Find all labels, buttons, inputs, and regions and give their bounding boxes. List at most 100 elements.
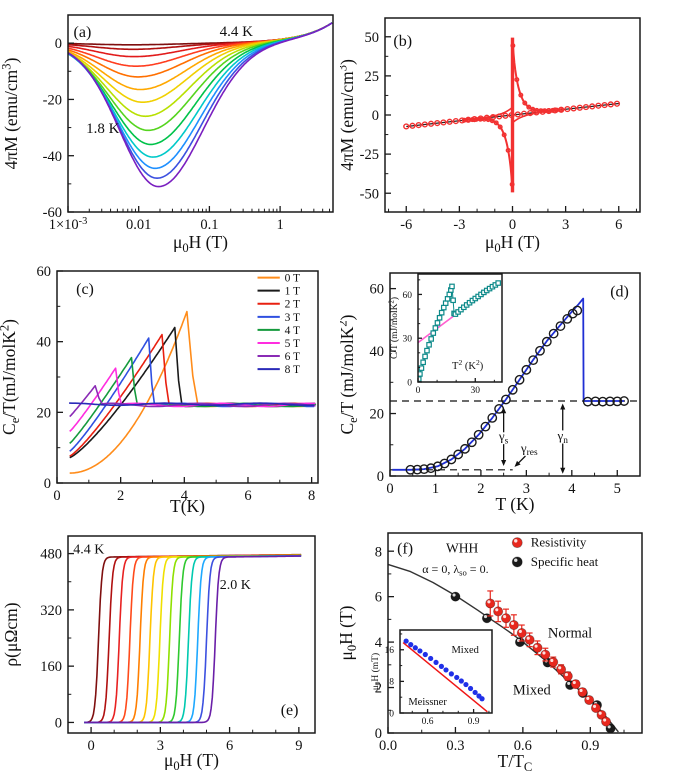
axis-ticks: 0.0 0.3 0.6 0.9 0 2 4 6 8 <box>375 544 625 754</box>
series-hc1-data <box>403 638 485 702</box>
series-layer <box>67 22 333 188</box>
svg-text:320: 320 <box>40 603 62 619</box>
svg-text:3 T: 3 T <box>285 312 300 324</box>
svg-text:20: 20 <box>370 407 385 423</box>
series-2.0-k <box>84 555 302 724</box>
axis-ticks: 0 2 4 6 8 0 20 40 60 <box>37 264 316 504</box>
svg-text:4: 4 <box>375 635 383 651</box>
svg-text:6 T: 6 T <box>285 351 300 363</box>
panel-a-magnetization-vs-field: 1×10-3 0.01 0.1 1 0 -20 -40 -60 (a) 4.4 K 1.8 K μ0H… <box>0 0 340 258</box>
svg-text:5: 5 <box>614 481 621 497</box>
svg-text:0: 0 <box>377 469 384 485</box>
svg-text:Normal: Normal <box>548 626 592 642</box>
svg-text:μ0H (T): μ0H (T) <box>340 605 359 660</box>
series-8-t <box>69 402 315 407</box>
svg-text:T(K): T(K) <box>170 496 205 516</box>
svg-text:0: 0 <box>55 716 62 732</box>
svg-text:0.6: 0.6 <box>422 717 434 727</box>
axes-box <box>67 14 334 213</box>
axes-box <box>67 535 316 734</box>
svg-text:3: 3 <box>157 738 164 754</box>
svg-text:25: 25 <box>365 69 380 85</box>
svg-text:T/TC: T/TC <box>498 751 533 774</box>
svg-text:3: 3 <box>523 481 530 497</box>
svg-text:40: 40 <box>370 344 385 360</box>
svg-text:γres: γres <box>520 440 538 458</box>
svg-text:Specific heat: Specific heat <box>531 554 599 569</box>
svg-text:0: 0 <box>407 378 412 388</box>
chart-f: 0.0 0.3 0.6 0.9 0 2 4 6 8 (f) WHH α = 0, λso = 0. No… <box>340 532 643 774</box>
svg-text:-20: -20 <box>43 93 62 109</box>
svg-text:1: 1 <box>276 217 283 233</box>
svg-text:(f): (f) <box>397 540 413 557</box>
axes-box <box>389 272 641 477</box>
svg-text:4πM (emu/cm3): 4πM (emu/cm3) <box>340 59 357 171</box>
svg-text:WHH: WHH <box>446 540 478 555</box>
svg-text:60: 60 <box>37 264 52 280</box>
axes-box <box>399 629 493 714</box>
svg-text:ρ(μΩcm): ρ(μΩcm) <box>1 602 21 666</box>
svg-text:-6: -6 <box>400 217 412 233</box>
axis-ticks: 0 30 0 30 60 <box>403 279 495 396</box>
series-1.8-k <box>67 22 333 188</box>
axes-box <box>417 273 503 383</box>
series-bcs-fit <box>392 297 625 471</box>
series-m-h-hysteresis-loop <box>403 37 621 193</box>
chart-c: 0 2 4 6 8 0 20 40 60 (c) 0 T1 T2 T3 T4 T5 T6 T8 T T… <box>0 264 319 516</box>
svg-text:0: 0 <box>416 386 421 396</box>
svg-text:4 T: 4 T <box>285 325 300 337</box>
svg-text:0.9: 0.9 <box>581 738 599 754</box>
svg-text:μ0H (T): μ0H (T) <box>485 232 540 255</box>
svg-text:0.0: 0.0 <box>379 738 397 754</box>
svg-text:(e): (e) <box>281 702 299 719</box>
svg-text:1 T: 1 T <box>285 286 300 298</box>
axis-ticks: 0.6 0.9 0 8 16 <box>385 633 490 727</box>
svg-text:0: 0 <box>372 108 379 124</box>
svg-text:0: 0 <box>55 36 62 52</box>
svg-text:4: 4 <box>568 481 576 497</box>
series-layer <box>84 553 302 724</box>
series-layer <box>69 310 317 474</box>
chart-e: 0 3 6 9 0 160 320 480 (e) 4.4 K 2.0 K μ0H (T) ρ(μΩcm… <box>1 535 316 773</box>
svg-text:8 T: 8 T <box>285 364 300 376</box>
svg-text:γs: γs <box>498 429 509 447</box>
svg-text:C/T (mJ/molK2): C/T (mJ/molK2) <box>389 297 400 359</box>
svg-text:480: 480 <box>40 547 62 563</box>
svg-text:0.6: 0.6 <box>514 738 532 754</box>
svg-text:160: 160 <box>40 659 62 675</box>
legend: Resistivity Specific heat <box>511 535 599 569</box>
svg-text:4.4 K: 4.4 K <box>73 543 104 558</box>
svg-text:Mixed: Mixed <box>513 682 552 698</box>
svg-text:2: 2 <box>117 488 124 504</box>
svg-text:8: 8 <box>389 678 394 688</box>
svg-text:(b): (b) <box>393 33 412 50</box>
svg-text:Ce/T (mJ/molK2): Ce/T (mJ/molK2) <box>340 314 360 434</box>
svg-text:(a): (a) <box>74 24 92 41</box>
svg-text:8: 8 <box>308 488 315 504</box>
svg-text:60: 60 <box>370 282 385 298</box>
svg-text:6: 6 <box>375 590 382 606</box>
series-layer <box>403 37 621 193</box>
axes-box <box>387 532 643 734</box>
svg-text:4: 4 <box>181 488 189 504</box>
svg-text:-50: -50 <box>360 186 379 202</box>
svg-text:μ0H (mT): μ0H (mT) <box>370 653 382 690</box>
svg-text:0.3: 0.3 <box>446 738 464 754</box>
svg-text:6: 6 <box>615 217 622 233</box>
svg-text:20: 20 <box>37 405 52 421</box>
svg-text:0: 0 <box>386 481 393 497</box>
svg-text:T2 (K2): T2 (K2) <box>452 358 484 372</box>
series-layer <box>417 280 501 382</box>
svg-text:30: 30 <box>403 335 413 345</box>
svg-text:0.1: 0.1 <box>200 217 218 233</box>
chart-b: -6 -3 0 3 6 -50 -25 0 25 50 (b) μ0H (T) 4πM (emu/cm3… <box>340 17 641 255</box>
svg-text:8: 8 <box>375 544 382 560</box>
svg-text:1.8 K: 1.8 K <box>86 121 120 137</box>
svg-text:0.9: 0.9 <box>468 717 480 727</box>
svg-text:30: 30 <box>471 386 481 396</box>
svg-text:0: 0 <box>87 738 94 754</box>
svg-text:(c): (c) <box>76 281 94 298</box>
panel-b-hysteresis-loop: -6 -3 0 3 6 -50 -25 0 25 50 (b) μ0H (T) 4πM (emu/cm3… <box>340 0 677 258</box>
